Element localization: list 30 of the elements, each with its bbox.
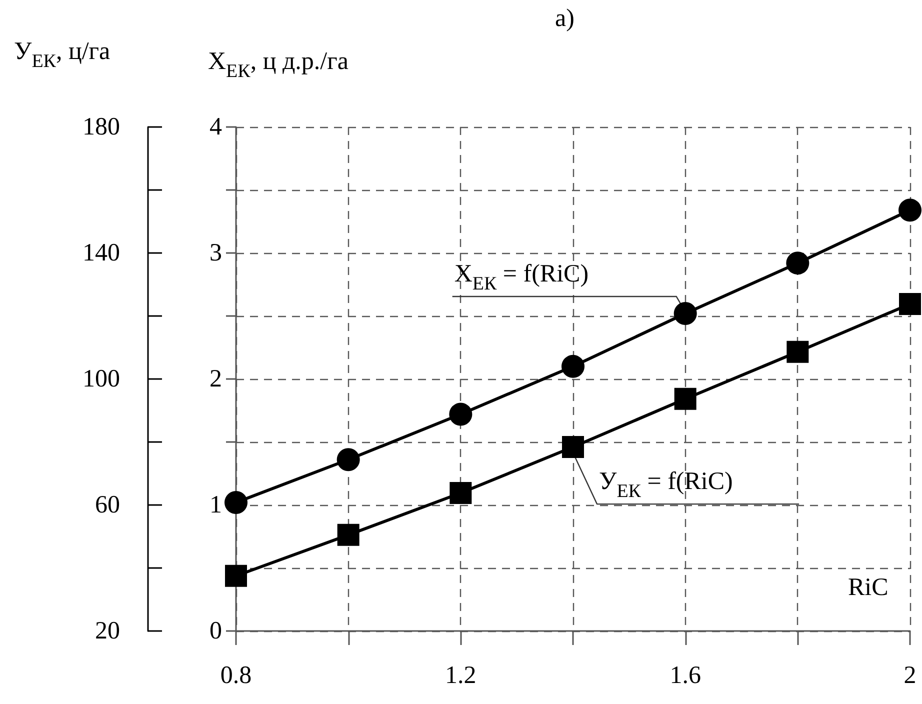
y-tick-label: 2	[210, 366, 222, 392]
y-tick-label: 0	[210, 618, 222, 644]
point	[336, 448, 360, 472]
point	[337, 524, 360, 546]
point	[786, 340, 809, 363]
point	[562, 354, 584, 378]
x-tick-label: 1.6	[670, 662, 701, 689]
y-tick-label: 1	[210, 492, 222, 518]
point	[224, 490, 248, 514]
point	[449, 402, 472, 426]
point	[450, 482, 472, 504]
point	[899, 293, 921, 316]
x-axis-title: RiC	[848, 574, 888, 601]
y-tick-label: 4	[210, 114, 222, 140]
point	[562, 436, 584, 458]
x-tick-label: 2	[904, 662, 916, 689]
y2-tick-label: 20	[95, 618, 120, 644]
y2-tick-label: 100	[82, 366, 120, 392]
y-tick-label: 3	[210, 240, 222, 266]
x-tick-label: 0.8	[220, 662, 252, 689]
point	[786, 252, 810, 275]
y2-tick-label: 60	[95, 492, 120, 518]
point	[225, 564, 247, 587]
point	[674, 388, 696, 410]
y2-tick-label: 180	[82, 114, 120, 140]
point	[898, 198, 922, 222]
y2-tick-label: 140	[82, 240, 120, 266]
x-tick-label: 1.2	[445, 662, 476, 689]
point	[674, 302, 697, 325]
chart-title: а)	[555, 5, 574, 32]
